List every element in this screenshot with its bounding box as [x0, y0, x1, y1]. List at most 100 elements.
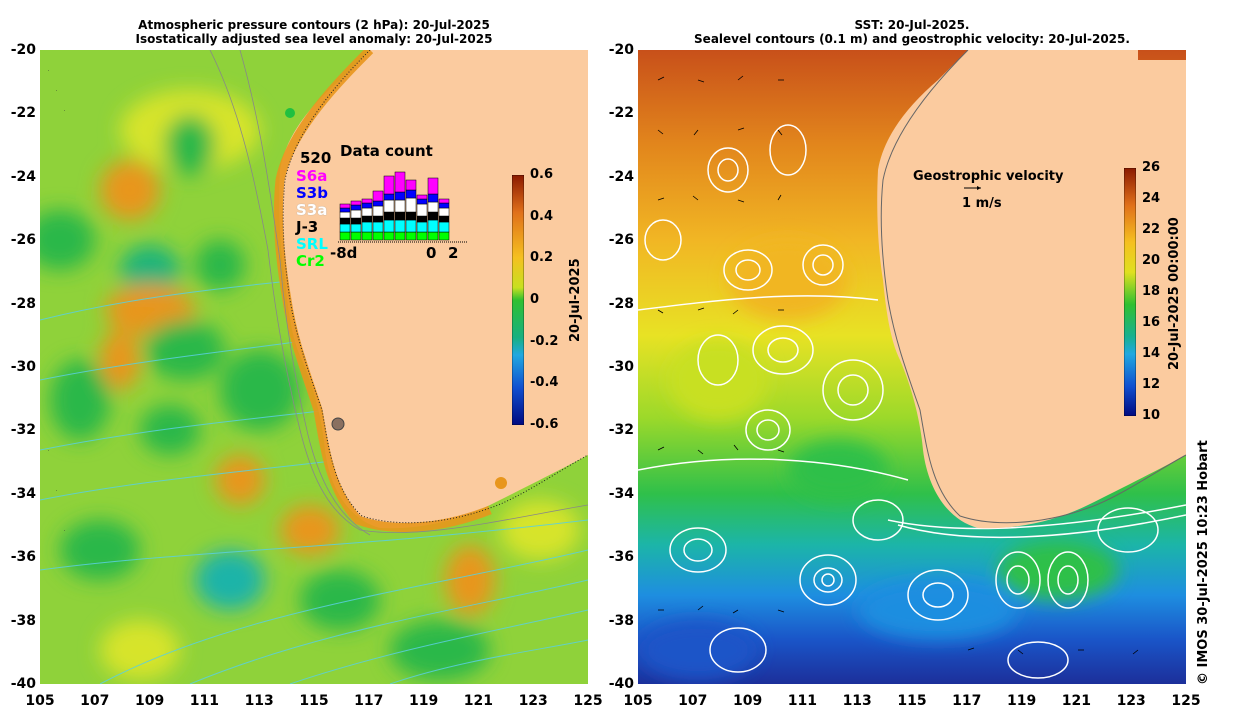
histogram-bar-segment [361, 207, 373, 217]
data-count-max: 520 [300, 149, 332, 167]
histogram-bar-segment [372, 231, 384, 241]
histogram-bar-segment [350, 209, 362, 219]
histogram-bar-segment [394, 171, 406, 193]
velocity-legend-title: Geostrophic velocity [913, 169, 1064, 184]
sealevel-contours [638, 124, 1186, 679]
histogram-bar-segment [416, 198, 428, 205]
geostrophic-velocity-arrows [657, 75, 1139, 655]
histogram-bar-segment [416, 221, 428, 233]
y-tick-label: -38 [10, 612, 36, 629]
y-tick-label: -32 [608, 422, 634, 439]
x-tick-label: 121 [463, 693, 493, 709]
data-count-histogram [338, 171, 468, 243]
histogram-bar-segment [372, 205, 384, 217]
histogram-bar-segment [383, 231, 395, 241]
coastline [880, 50, 1186, 524]
sla-stipple [48, 70, 65, 531]
coastal-band [273, 50, 492, 532]
colorbar-tick-label: 24 [1142, 191, 1161, 206]
x-tick-label: 109 [134, 693, 165, 709]
tide-gauge-marker [331, 417, 345, 431]
colorbar-tick-label: 26 [1142, 160, 1161, 175]
y-tick-label: -22 [10, 105, 36, 122]
x-tick-label: 121 [1061, 693, 1091, 709]
histogram-bar-segment [372, 215, 384, 223]
histogram-bar-segment [405, 189, 417, 199]
histogram-bar-segment [350, 204, 362, 211]
land-mass [877, 50, 1186, 529]
histogram-bar-segment [438, 198, 450, 204]
colorbar-tick-label: 0.2 [530, 250, 554, 266]
y-tick-label: -34 [608, 485, 634, 502]
colorbar-tick-label: 16 [1142, 315, 1161, 330]
x-tick-label: 109 [732, 693, 763, 709]
histogram-bar-segment [372, 190, 384, 202]
histogram-bar-segment [427, 193, 439, 203]
y-tick-label: -32 [10, 422, 36, 439]
sla-anomaly-blobs [40, 90, 580, 680]
y-tick-label: -24 [10, 168, 36, 185]
x-tick-label: 117 [354, 693, 384, 709]
y-tick-label: -36 [10, 549, 36, 566]
colorbar-tick-label: 0.6 [530, 167, 554, 182]
x-tick-label: 115 [897, 693, 927, 709]
histogram-bar-segment [416, 203, 428, 217]
left-colorbar [512, 175, 524, 425]
histogram-bar-segment [438, 221, 450, 233]
histogram-bar-segment [339, 217, 351, 225]
y-tick-label: -20 [608, 42, 634, 58]
y-tick-label: -26 [608, 232, 634, 249]
histogram-bar-segment [427, 201, 439, 213]
histogram-bar-segment [339, 211, 351, 219]
velocity-legend-scale: 1 m/s [962, 196, 1002, 211]
colorbar-tick-label: 22 [1142, 222, 1161, 237]
left-map-title: Atmospheric pressure contours (2 hPa): 2… [40, 18, 588, 46]
histogram-bar-segment [405, 231, 417, 241]
y-tick-label: -38 [608, 612, 634, 629]
x-tick-label: 107 [80, 693, 110, 709]
histogram-bar-segment [339, 223, 351, 233]
right-title-line2: Sealevel contours (0.1 m) and geostrophi… [694, 32, 1130, 46]
colorbar-tick-label: 14 [1142, 346, 1161, 361]
histogram-bar-segment [416, 215, 428, 223]
tide-gauge-marker [285, 108, 295, 118]
satellite-legend: S6a S3b S3a J-3 SRL Cr2 [296, 168, 328, 270]
satellite-label: J-3 [296, 218, 319, 236]
histogram-bar-segment [394, 219, 406, 233]
x-tick-label: 123 [1116, 693, 1146, 709]
tide-gauge-marker [495, 477, 507, 489]
right-map-title: SST: 20-Jul-2025. Sealevel contours (0.1… [638, 18, 1186, 46]
copyright-credit: © IMOS 30-Jul-2025 10:23 Hobart [1196, 440, 1211, 685]
histogram-bar-segment [339, 231, 351, 241]
histogram-bar-segment [438, 231, 450, 241]
x-tick-label: 119 [1006, 693, 1037, 709]
histogram-bar-segment [416, 231, 428, 241]
y-tick-label: -28 [608, 295, 634, 312]
left-colorbar-label: 20-Jul-2025 [568, 258, 583, 342]
data-count-axis-zero: 0 [426, 244, 437, 262]
data-count-axis-left: -8d [330, 244, 358, 262]
x-tick-label: 113 [244, 693, 274, 709]
colorbar-tick-label: -0.4 [530, 375, 559, 391]
histogram-bar-segment [350, 223, 362, 233]
x-tick-label: 115 [299, 693, 329, 709]
right-title-line1: SST: 20-Jul-2025. [854, 18, 970, 32]
x-tick-label: 111 [189, 693, 219, 709]
colorbar-tick-label: 12 [1142, 377, 1161, 392]
x-tick-label: 119 [408, 693, 439, 709]
x-tick-label: 113 [842, 693, 872, 709]
x-tick-label: 105 [623, 693, 653, 709]
y-tick-label: -40 [608, 676, 634, 692]
histogram-bar-segment [427, 219, 439, 233]
histogram-bar-segment [427, 231, 439, 241]
y-tick-label: -30 [608, 359, 634, 375]
histogram-bar-segment [350, 217, 362, 225]
histogram-bar-segment [361, 198, 373, 204]
y-tick-label: -22 [608, 105, 634, 122]
pressure-contours [40, 279, 588, 684]
histogram-bar-segment [394, 199, 406, 213]
histogram-bar-segment [427, 177, 439, 195]
x-tick-label: 123 [518, 693, 548, 709]
histogram-bar-segment [438, 215, 450, 223]
y-tick-label: -20 [10, 42, 36, 58]
